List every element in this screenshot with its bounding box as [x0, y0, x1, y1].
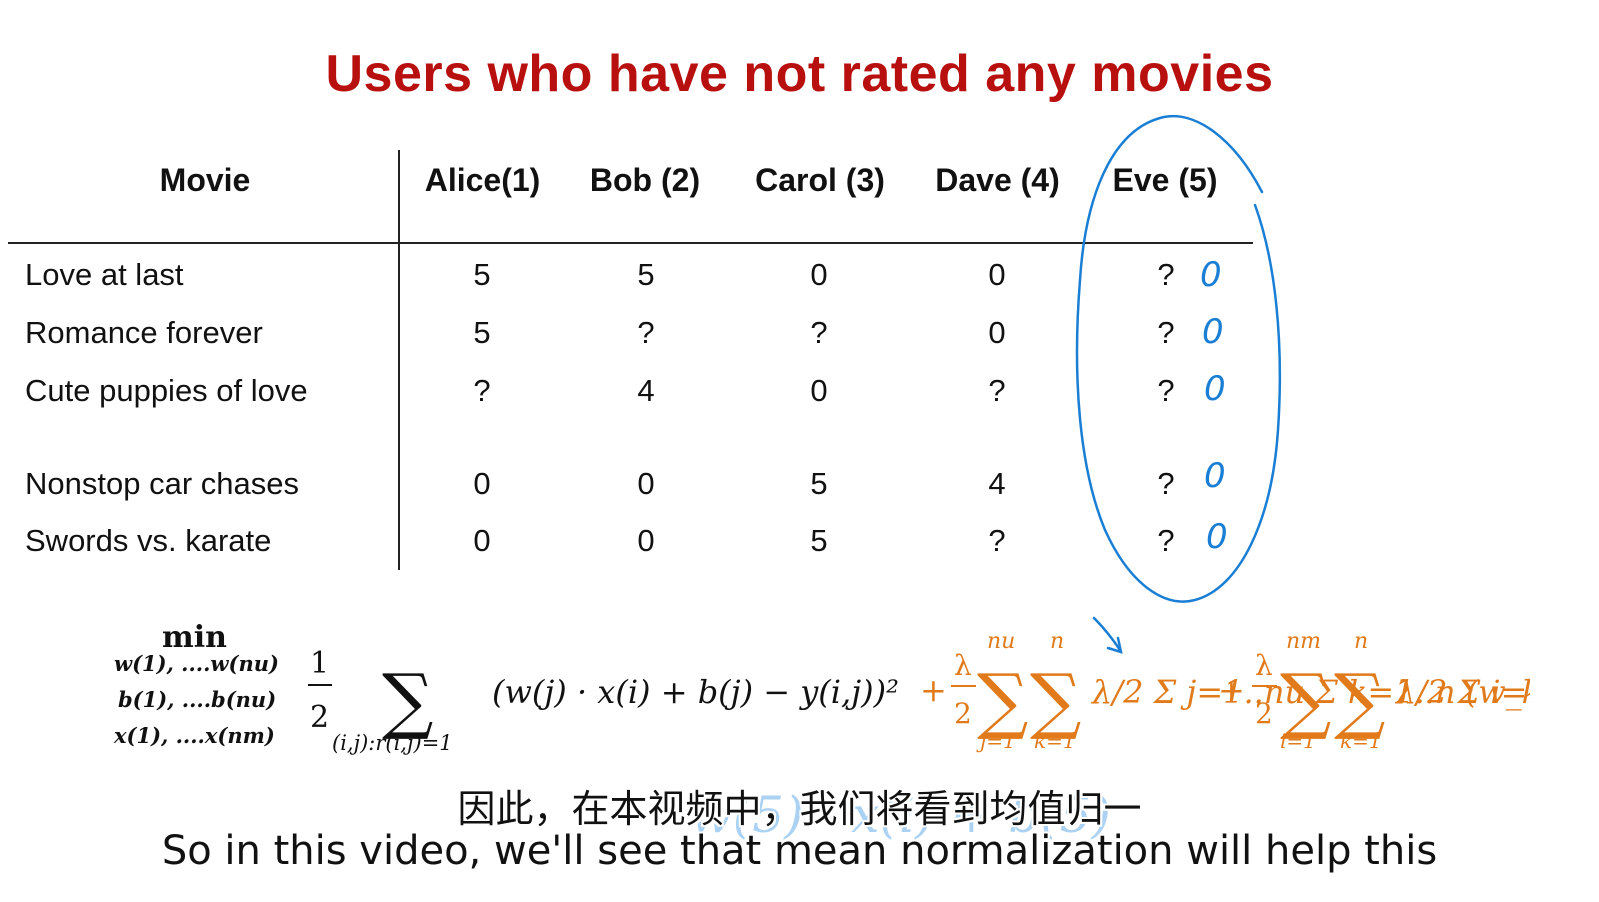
- user-header-bob: Bob (2): [589, 162, 701, 198]
- regularization-terms: + λ 2 ∑ nu j=1 ∑ n k=1 λ/2 Σ j=1..nu Σ k…: [920, 629, 1530, 753]
- rating-cell: 0: [637, 523, 655, 558]
- rating-cell: 0: [473, 523, 491, 558]
- svg-text:k=1: k=1: [1340, 729, 1382, 753]
- eve-column-ellipse: [1075, 115, 1282, 603]
- svg-text:2: 2: [954, 697, 972, 730]
- rating-cell: 5: [473, 257, 491, 292]
- svg-text:nu: nu: [987, 629, 1015, 654]
- eve-zero-annotation: 0: [1204, 369, 1226, 409]
- movie-title: Swords vs. karate: [25, 523, 272, 558]
- eve-zero-annotation: 0: [1200, 255, 1222, 295]
- arrow-stroke: [1092, 616, 1122, 652]
- rating-cell: ?: [1157, 523, 1175, 558]
- svg-text:∑: ∑: [977, 658, 1028, 742]
- svg-text:i=1: i=1: [1280, 729, 1316, 753]
- svg-text:n: n: [1354, 629, 1368, 654]
- rating-cell: 4: [988, 466, 1006, 501]
- arrow-head: [1106, 636, 1123, 654]
- half-denominator: 2: [310, 700, 329, 735]
- rating-cell: ?: [1157, 257, 1175, 292]
- subtitle-chinese: 因此，在本视频中，我们将看到均值归一: [457, 787, 1142, 831]
- rating-cell: ?: [637, 315, 655, 350]
- rating-cell: 5: [810, 523, 828, 558]
- rating-cell: 5: [637, 257, 655, 292]
- svg-text:n: n: [1050, 629, 1064, 654]
- movie-column-header: Movie: [159, 162, 251, 198]
- svg-text:2: 2: [1255, 697, 1273, 730]
- eve-zero-annotation: 0: [1202, 312, 1224, 352]
- table-header-divider: [8, 242, 1253, 244]
- user-header-dave: Dave (4): [935, 162, 1060, 198]
- rating-cell: 0: [637, 466, 655, 501]
- rating-cell: 5: [810, 466, 828, 501]
- squared-error-term: (w(j) · x(i) + b(j) − y(i,j))²: [492, 673, 899, 711]
- rating-cell: ?: [473, 373, 491, 408]
- rating-cell: ?: [1157, 373, 1175, 408]
- rating-cell: ?: [1157, 315, 1175, 350]
- rating-cell: ?: [1157, 466, 1175, 501]
- svg-text:k=1: k=1: [1034, 729, 1076, 753]
- svg-text:+: +: [1218, 671, 1245, 709]
- cost-function-formula: min w(1), ....w(nu) b(1), ....b(nu) x(1)…: [113, 620, 1530, 755]
- svg-text:∑: ∑: [1334, 658, 1385, 742]
- movie-title: Love at last: [25, 257, 184, 292]
- svg-text:+: +: [920, 671, 947, 709]
- min-var-w: w(1), ....w(nu): [114, 651, 279, 676]
- movie-title: Romance forever: [25, 315, 263, 350]
- sum-index: (i,j):r(i,j)=1: [332, 731, 453, 755]
- rating-cell: 0: [473, 466, 491, 501]
- min-operator: min: [162, 620, 227, 655]
- svg-text:j=1: j=1: [976, 729, 1016, 753]
- user-header-alice: Alice(1): [424, 162, 541, 198]
- min-var-b: b(1), ....b(nu): [118, 687, 276, 712]
- rating-cell: ?: [988, 373, 1006, 408]
- eve-zero-annotation: 0: [1206, 517, 1228, 557]
- svg-text:∑: ∑: [1280, 658, 1331, 742]
- user-header-eve: Eve (5): [1112, 162, 1218, 198]
- table-vertical-divider: [398, 150, 400, 570]
- movie-title: Nonstop car chases: [25, 466, 299, 501]
- svg-text:λ: λ: [1255, 649, 1273, 682]
- eve-zero-annotation: 0: [1204, 456, 1226, 496]
- reg-x-term: λ/2 Σ i=1..nm Σ k=1..n (x_k(i))²: [1394, 673, 1530, 711]
- half-numerator: 1: [310, 646, 329, 681]
- svg-text:nm: nm: [1286, 629, 1321, 654]
- slide-title: Users who have not rated any movies: [325, 45, 1274, 103]
- svg-text:λ: λ: [954, 649, 972, 682]
- rating-cell: 0: [810, 257, 828, 292]
- reg-w-term: λ/2 Σ j=1..nu Σ k=1..n (w_k(j))²: [1090, 673, 1530, 711]
- rating-cell: 0: [810, 373, 828, 408]
- rating-cell: 4: [637, 373, 655, 408]
- user-header-carol: Carol (3): [755, 162, 885, 198]
- rating-cell: 5: [473, 315, 491, 350]
- rating-cell: 0: [988, 315, 1006, 350]
- rating-cell: 0: [988, 257, 1006, 292]
- handwritten-expression: w(5) · x(i) + b(5): [690, 786, 1111, 844]
- rating-cell: ?: [988, 523, 1006, 558]
- subtitle-english: So in this video, we'll see that mean no…: [161, 828, 1438, 874]
- rating-cell: ?: [810, 315, 828, 350]
- movie-title: Cute puppies of love: [25, 373, 308, 408]
- sum-symbol: ∑: [382, 658, 433, 742]
- min-var-x: x(1), ....x(nm): [113, 723, 275, 748]
- svg-text:∑: ∑: [1030, 658, 1081, 742]
